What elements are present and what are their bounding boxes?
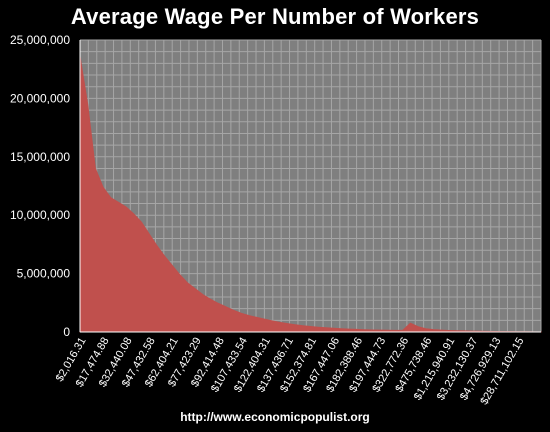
y-tick-label: 25,000,000 xyxy=(10,33,70,47)
source-url: http://www.economicpopulist.org xyxy=(180,410,370,424)
x-axis-tick-labels: $2,016.31$17,474.88$32,440.08$47,432.58$… xyxy=(54,335,527,407)
area-series xyxy=(79,56,542,333)
y-tick-label: 15,000,000 xyxy=(10,150,70,164)
chart-title: Average Wage Per Number of Workers xyxy=(70,4,480,29)
axes xyxy=(79,40,541,333)
y-tick-label: 5,000,000 xyxy=(17,267,71,281)
y-tick-label: 0 xyxy=(63,325,70,339)
y-tick-label: 20,000,000 xyxy=(10,91,70,105)
y-tick-label: 10,000,000 xyxy=(10,208,70,222)
y-axis-tick-labels: 0 5,000,000 10,000,000 15,000,000 20,000,000… xyxy=(10,33,70,339)
